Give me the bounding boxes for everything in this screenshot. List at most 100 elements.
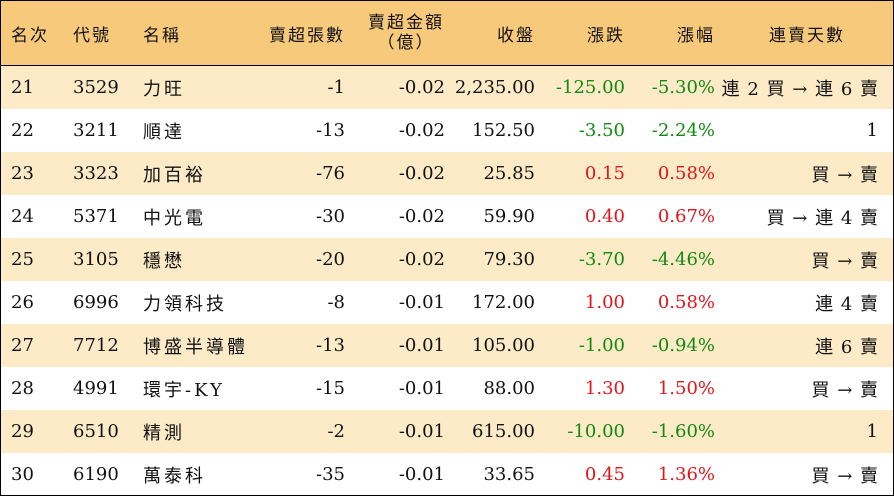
header-code: 代號 (73, 25, 111, 46)
cell-rank: 24 (11, 206, 34, 227)
cell-days: 買 → 賣 (811, 250, 879, 272)
cell-days: 1 (866, 120, 879, 141)
cell-sheets: -8 (327, 292, 345, 313)
cell-close: 59.90 (483, 206, 535, 227)
table-row: 24 5371 中光電 -30 -0.02 59.90 0.40 0.67% 買 → 連 4 賣 (1, 195, 893, 238)
header-change: 漲跌 (587, 25, 625, 46)
cell-days: 連 4 賣 (815, 293, 879, 315)
header-days: 連賣天數 (769, 25, 845, 46)
cell-rank: 26 (11, 292, 34, 313)
cell-name: 精測 (143, 422, 185, 444)
cell-name: 中光電 (143, 207, 206, 229)
table-row: 23 3323 加百裕 -76 -0.02 25.85 0.15 0.58% 買 → 賣 (1, 152, 893, 195)
cell-name: 順達 (143, 121, 185, 143)
cell-sheets: -2 (327, 421, 345, 442)
cell-sheets: -35 (316, 464, 345, 485)
cell-amount: -0.02 (398, 249, 445, 270)
cell-sheets: -30 (316, 206, 345, 227)
cell-rank: 30 (11, 464, 34, 485)
cell-amount: -0.01 (398, 464, 445, 485)
cell-rank: 28 (11, 378, 34, 399)
cell-change: -3.50 (578, 120, 625, 141)
cell-name: 力旺 (143, 78, 185, 100)
cell-amount: -0.01 (398, 335, 445, 356)
cell-code: 3105 (73, 249, 119, 270)
cell-sheets: -76 (316, 163, 345, 184)
cell-rank: 27 (11, 335, 34, 356)
cell-change: -3.70 (578, 249, 625, 270)
cell-days: 連 2 買 → 連 6 賣 (721, 78, 879, 100)
cell-pct: 0.67% (657, 206, 715, 227)
cell-code: 5371 (73, 206, 119, 227)
cell-days: 連 6 賣 (815, 336, 879, 358)
cell-sheets: -1 (327, 77, 345, 98)
cell-code: 6190 (73, 464, 119, 485)
cell-change: 0.45 (584, 464, 625, 485)
table-row: 30 6190 萬泰科 -35 -0.01 33.65 0.45 1.36% 買 → 賣 (1, 453, 893, 495)
cell-pct: 0.58% (657, 163, 715, 184)
table-header: 名次 代號 名稱 賣超張數 賣超金額 （億） 收盤 漲跌 漲幅 連賣天數 (1, 1, 893, 66)
cell-close: 2,235.00 (454, 77, 535, 98)
cell-name: 萬泰科 (143, 465, 206, 487)
cell-close: 88.00 (483, 378, 535, 399)
table-row: 21 3529 力旺 -1 -0.02 2,235.00 -125.00 -5.30% 連 2 … (1, 66, 893, 109)
cell-change: 1.30 (584, 378, 625, 399)
cell-amount: -0.02 (398, 120, 445, 141)
table-row: 26 6996 力領科技 -8 -0.01 172.00 1.00 0.58% 連 4 賣 (1, 281, 893, 324)
table-row: 28 4991 環宇-KY -15 -0.01 88.00 1.30 1.50% 買 → 賣 (1, 367, 893, 410)
header-sheets: 賣超張數 (269, 25, 345, 46)
cell-amount: -0.01 (398, 292, 445, 313)
cell-change: 1.00 (584, 292, 625, 313)
cell-days: 買 → 賣 (811, 164, 879, 186)
cell-sheets: -20 (316, 249, 345, 270)
cell-change: 0.15 (584, 163, 625, 184)
header-rank: 名次 (11, 25, 49, 46)
header-amount-line1: 賣超金額 (368, 13, 444, 33)
cell-sheets: -15 (316, 378, 345, 399)
cell-pct: 1.50% (657, 378, 715, 399)
cell-code: 3211 (73, 120, 119, 141)
cell-rank: 21 (11, 77, 34, 98)
cell-days: 買 → 賣 (811, 379, 879, 401)
cell-name: 力領科技 (143, 293, 227, 315)
cell-change: -1.00 (578, 335, 625, 356)
cell-days: 1 (866, 421, 879, 442)
cell-close: 152.50 (472, 120, 535, 141)
cell-amount: -0.02 (398, 77, 445, 98)
cell-code: 7712 (73, 335, 119, 356)
cell-close: 79.30 (483, 249, 535, 270)
cell-pct: -4.46% (651, 249, 715, 270)
cell-amount: -0.02 (398, 163, 445, 184)
header-pct: 漲幅 (677, 25, 715, 46)
cell-close: 615.00 (472, 421, 535, 442)
cell-days: 買 → 連 4 賣 (766, 207, 879, 229)
cell-sheets: -13 (316, 335, 345, 356)
cell-pct: 1.36% (657, 464, 715, 485)
cell-pct: -5.30% (651, 77, 715, 98)
cell-name: 環宇-KY (143, 379, 225, 401)
table-row: 22 3211 順達 -13 -0.02 152.50 -3.50 -2.24% 1 (1, 109, 893, 152)
cell-close: 25.85 (483, 163, 535, 184)
cell-pct: -0.94% (651, 335, 715, 356)
cell-close: 105.00 (472, 335, 535, 356)
table-row: 27 7712 博盛半導體 -13 -0.01 105.00 -1.00 -0.94% 連 6 … (1, 324, 893, 367)
header-name: 名稱 (143, 25, 181, 46)
table-body: 21 3529 力旺 -1 -0.02 2,235.00 -125.00 -5.30% 連 2 … (1, 66, 893, 495)
table-row: 25 3105 穩懋 -20 -0.02 79.30 -3.70 -4.46% 買 → 賣 (1, 238, 893, 281)
cell-rank: 22 (11, 120, 34, 141)
cell-rank: 23 (11, 163, 34, 184)
cell-code: 4991 (73, 378, 119, 399)
cell-rank: 29 (11, 421, 34, 442)
header-amount: 賣超金額 （億） (345, 13, 445, 53)
cell-change: -10.00 (567, 421, 625, 442)
cell-change: -125.00 (555, 77, 625, 98)
cell-name: 博盛半導體 (143, 336, 248, 358)
header-amount-line2: （億） (377, 33, 435, 53)
cell-close: 172.00 (472, 292, 535, 313)
cell-pct: 0.58% (657, 292, 715, 313)
cell-name: 加百裕 (143, 164, 206, 186)
cell-code: 6510 (73, 421, 119, 442)
cell-close: 33.65 (483, 464, 535, 485)
cell-pct: -1.60% (651, 421, 715, 442)
